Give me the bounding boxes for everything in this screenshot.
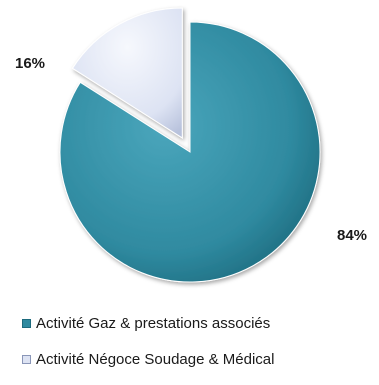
pie-slice-gaz xyxy=(59,21,321,283)
legend-item: Activité Gaz & prestations associés xyxy=(22,313,372,333)
legend-swatch-negoce xyxy=(22,354,31,364)
pie-slice-negoce xyxy=(71,7,183,139)
legend-swatch-gaz xyxy=(22,318,31,328)
pie-label-negoce: 16% xyxy=(15,55,45,72)
legend: Activité Gaz & prestations associés Acti… xyxy=(22,313,372,385)
legend-item: Activité Négoce Soudage & Médical xyxy=(22,349,372,369)
pie-chart: 84% 16% xyxy=(15,7,367,283)
pie-label-gaz: 84% xyxy=(337,227,367,244)
legend-label-gaz: Activité Gaz & prestations associés xyxy=(36,314,271,332)
legend-label-negoce: Activité Négoce Soudage & Médical xyxy=(36,350,275,368)
